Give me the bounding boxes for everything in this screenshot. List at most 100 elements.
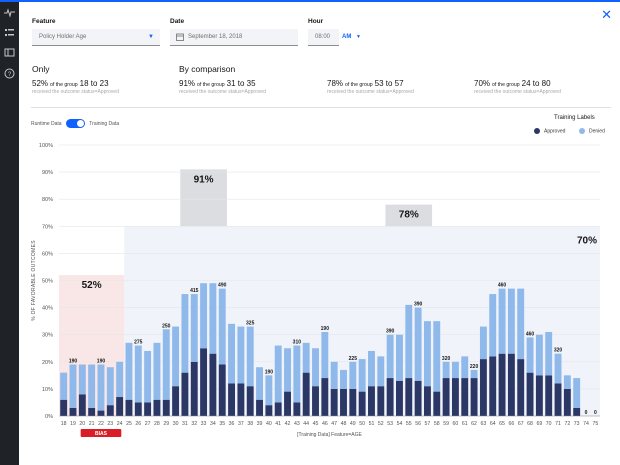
bar-denied bbox=[228, 323, 236, 384]
y-tick-label: 60% bbox=[42, 251, 53, 257]
bar-denied bbox=[134, 345, 142, 403]
ampm-select[interactable]: AM ▼ bbox=[342, 34, 361, 40]
x-tick-label: 50 bbox=[359, 421, 365, 427]
bar-approved bbox=[498, 353, 506, 416]
bar-denied bbox=[125, 342, 133, 400]
band-label: 70% bbox=[577, 235, 597, 246]
bar-denied bbox=[396, 334, 403, 381]
date-field[interactable]: September 18, 2018 bbox=[170, 29, 298, 46]
x-tick-label: 45 bbox=[313, 421, 319, 427]
denied-swatch bbox=[579, 128, 585, 134]
bar-denied bbox=[545, 331, 553, 376]
data-label: 415 bbox=[190, 288, 199, 294]
bar-approved bbox=[461, 378, 469, 416]
legend-approved: Approved bbox=[534, 128, 565, 134]
bar-approved bbox=[97, 410, 105, 416]
svg-text:?: ? bbox=[8, 72, 12, 78]
x-tick-label: 19 bbox=[70, 421, 76, 427]
x-tick-label: 71 bbox=[555, 421, 561, 427]
only-title: Only bbox=[32, 64, 50, 74]
bar-approved bbox=[265, 405, 273, 416]
x-tick-label: 53 bbox=[387, 421, 393, 427]
x-tick-label: 23 bbox=[107, 421, 113, 427]
data-label: 190 bbox=[321, 326, 330, 332]
bar-approved bbox=[237, 383, 245, 416]
bar-denied bbox=[368, 350, 375, 387]
bar-approved bbox=[368, 386, 375, 416]
feature-dropdown[interactable]: Policy Holder Age ▼ bbox=[32, 29, 160, 46]
bar-approved bbox=[479, 359, 487, 416]
x-tick-label: 60 bbox=[453, 421, 459, 427]
bar-denied bbox=[498, 288, 506, 354]
bar-approved bbox=[69, 407, 77, 416]
band-label: 78% bbox=[399, 210, 419, 221]
bar-denied bbox=[479, 326, 487, 360]
bar-denied bbox=[190, 294, 198, 362]
bar-approved bbox=[116, 397, 124, 416]
x-tick-label: 40 bbox=[266, 421, 272, 427]
main-panel: ✕ Feature Policy Holder Age ▼ Date Septe… bbox=[19, 2, 620, 465]
feature-label: Feature bbox=[32, 18, 56, 25]
panel-icon[interactable] bbox=[4, 47, 15, 58]
band-label: 52% bbox=[82, 280, 102, 291]
data-label: 190 bbox=[265, 369, 274, 375]
x-tick-label: 27 bbox=[145, 421, 151, 427]
bar-denied bbox=[526, 337, 534, 373]
x-tick-label: 72 bbox=[564, 421, 570, 427]
data-label: 490 bbox=[218, 283, 227, 289]
close-icon[interactable]: ✕ bbox=[601, 7, 612, 22]
bar-approved bbox=[423, 386, 431, 416]
x-tick-label: 37 bbox=[238, 421, 244, 427]
x-tick-label: 20 bbox=[79, 421, 85, 427]
bar-denied bbox=[209, 283, 217, 354]
bar-approved bbox=[218, 364, 226, 416]
bar-denied bbox=[507, 288, 515, 354]
feature-value: Policy Holder Age bbox=[39, 34, 87, 40]
x-tick-label: 46 bbox=[322, 421, 328, 427]
x-tick-label: 52 bbox=[378, 421, 384, 427]
y-tick-label: 80% bbox=[42, 197, 53, 203]
x-tick-label: 62 bbox=[471, 421, 477, 427]
bar-approved bbox=[414, 380, 422, 416]
data-label: 225 bbox=[349, 356, 358, 362]
bar-approved bbox=[545, 375, 553, 416]
bar-approved bbox=[554, 383, 562, 416]
bar-denied bbox=[144, 350, 152, 403]
bar-denied bbox=[489, 294, 497, 357]
bar-approved bbox=[321, 378, 329, 416]
bar-approved bbox=[396, 380, 403, 416]
bar-denied bbox=[312, 348, 319, 387]
bar-approved bbox=[573, 407, 581, 416]
list-icon[interactable] bbox=[4, 27, 15, 38]
bar-approved bbox=[209, 353, 217, 416]
stat-comparison-3: 70% of the group 24 to 80 received the o… bbox=[474, 79, 561, 95]
x-tick-label: 33 bbox=[201, 421, 207, 427]
y-tick-label: 50% bbox=[42, 279, 53, 285]
bar-denied bbox=[386, 334, 394, 379]
bar-approved bbox=[181, 372, 189, 416]
x-tick-label: 57 bbox=[425, 421, 431, 427]
bar-approved bbox=[78, 394, 86, 416]
data-source-toggle[interactable] bbox=[65, 119, 85, 128]
pulse-icon[interactable] bbox=[4, 7, 15, 18]
x-tick-label: 31 bbox=[182, 421, 188, 427]
bar-denied bbox=[563, 375, 571, 389]
bar-denied bbox=[349, 361, 357, 389]
bar-approved bbox=[451, 378, 459, 416]
bar-approved bbox=[377, 386, 385, 416]
runtime-data-label: Runtime Data bbox=[31, 120, 62, 127]
y-tick-label: 30% bbox=[42, 333, 53, 339]
bar-approved bbox=[274, 402, 282, 416]
calendar-icon bbox=[176, 29, 184, 54]
x-tick-label: 61 bbox=[462, 421, 468, 427]
x-tick-label: 59 bbox=[443, 421, 449, 427]
bar-approved bbox=[330, 388, 338, 416]
bar-denied bbox=[265, 375, 273, 406]
date-label: Date bbox=[170, 18, 185, 25]
x-tick-label: 51 bbox=[369, 421, 375, 427]
hour-input[interactable]: 08:00 bbox=[308, 29, 339, 46]
bar-approved bbox=[60, 399, 68, 416]
bar-approved bbox=[144, 402, 152, 416]
help-icon[interactable]: ? bbox=[4, 68, 15, 79]
x-tick-label: 44 bbox=[303, 421, 309, 427]
